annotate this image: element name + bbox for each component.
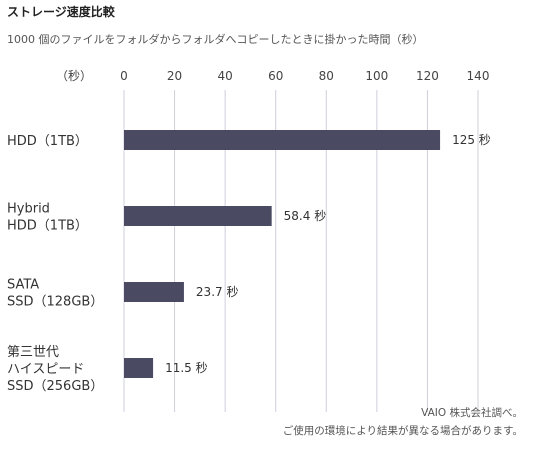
- x-axis-unit-label: （秒）: [56, 69, 92, 83]
- category-label: Hybrid HDD（1TB）: [7, 202, 88, 234]
- data-label: 11.5 秒: [165, 361, 208, 375]
- bar: [124, 358, 154, 378]
- x-tick-label: 20: [167, 69, 182, 83]
- data-label: 23.7 秒: [196, 285, 239, 299]
- x-tick-label: 120: [416, 69, 439, 83]
- chart-subtitle: 1000 個のファイルをフォルダからフォルダへコピーしたときに掛かった時間（秒）: [7, 33, 424, 46]
- x-tick-label: 80: [319, 69, 334, 83]
- x-tick-label: 140: [467, 69, 490, 83]
- x-tick-label: 60: [268, 69, 283, 83]
- bar: [124, 206, 272, 226]
- bar: [124, 130, 441, 150]
- x-tick-label: 0: [120, 69, 128, 83]
- source-note: VAIO 株式会社調べ。: [421, 407, 523, 419]
- category-label: HDD（1TB）: [7, 134, 88, 149]
- disclaimer-note: ご使用の環境により結果が異なる場合があります。: [282, 425, 523, 437]
- data-label: 125 秒: [452, 133, 491, 147]
- chart-title: ストレージ速度比較: [7, 5, 115, 19]
- x-tick-label: 40: [218, 69, 233, 83]
- category-label: SATA SSD（128GB）: [7, 278, 103, 310]
- data-label: 58.4 秒: [284, 209, 327, 223]
- x-tick-label: 100: [365, 69, 388, 83]
- bar: [124, 282, 184, 302]
- category-label: 第三世代ハイスピード SSD（256GB）: [7, 345, 103, 394]
